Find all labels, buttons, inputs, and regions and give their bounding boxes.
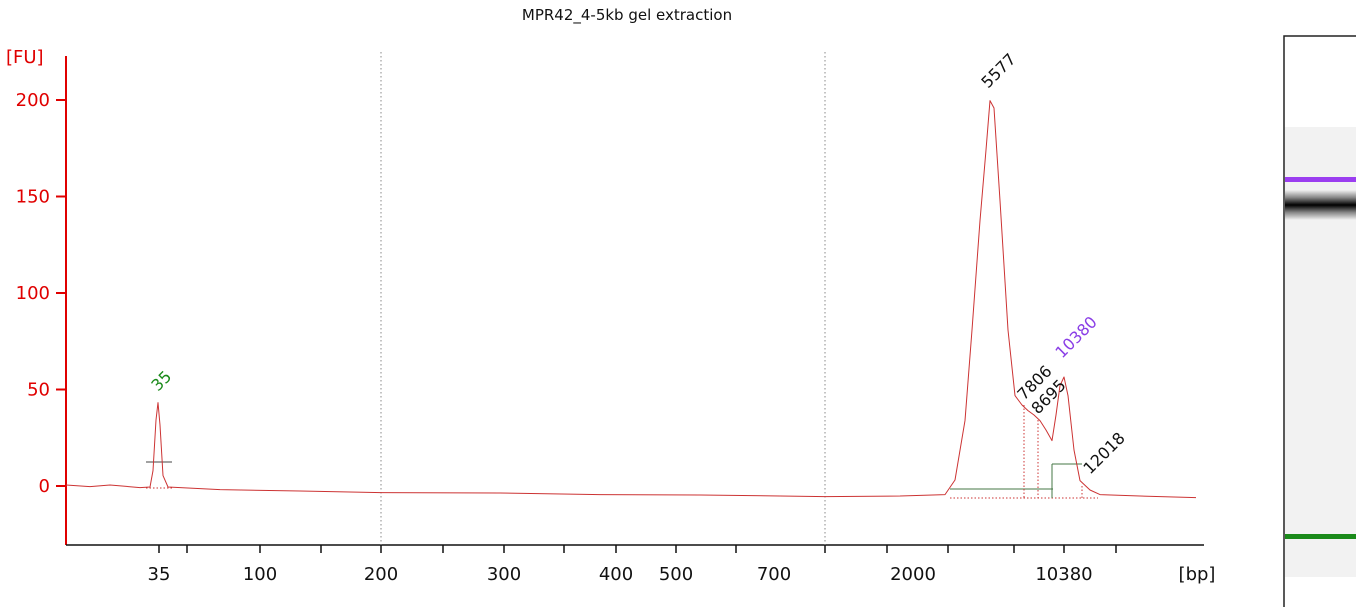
electropherogram-trace bbox=[65, 100, 1197, 499]
y-ticks: 0 50 100 150 200 bbox=[16, 90, 66, 497]
y-tick-label: 0 bbox=[39, 476, 50, 497]
x-tick-label: 10380 bbox=[1035, 564, 1092, 585]
gel-lane bbox=[1283, 35, 1356, 607]
x-tick-label: 2000 bbox=[890, 564, 936, 585]
x-tick-label: 100 bbox=[243, 564, 277, 585]
y-tick-label: 50 bbox=[27, 380, 50, 401]
gel-band-lower-marker bbox=[1285, 534, 1356, 539]
gel-band-upper-marker bbox=[1285, 177, 1356, 182]
x-tick-label: 400 bbox=[599, 564, 633, 585]
x-axis-unit-label: [bp] bbox=[1179, 564, 1216, 585]
x-tick-label: 300 bbox=[487, 564, 521, 585]
peak-label-10380: 10380 bbox=[1051, 312, 1100, 361]
chart-title: MPR42_4-5kb gel extraction bbox=[522, 6, 732, 25]
peak-annotations bbox=[146, 405, 1098, 499]
x-tick-label: 500 bbox=[659, 564, 693, 585]
y-tick-label: 150 bbox=[16, 187, 50, 208]
x-tick-label: 200 bbox=[364, 564, 398, 585]
gel-band-sample bbox=[1285, 190, 1356, 220]
x-ticks: 35 100 200 300 400 500 700 2000 10380 bbox=[148, 545, 1117, 585]
y-tick-label: 100 bbox=[16, 283, 50, 304]
peak-label-35: 35 bbox=[147, 367, 175, 395]
peak-label-5577: 5577 bbox=[977, 50, 1019, 92]
y-tick-label: 200 bbox=[16, 90, 50, 111]
x-tick-label: 700 bbox=[757, 564, 791, 585]
peak-label-12018: 12018 bbox=[1079, 428, 1128, 477]
x-tick-label: 35 bbox=[148, 564, 171, 585]
y-axis-unit-label: [FU] bbox=[6, 47, 44, 68]
